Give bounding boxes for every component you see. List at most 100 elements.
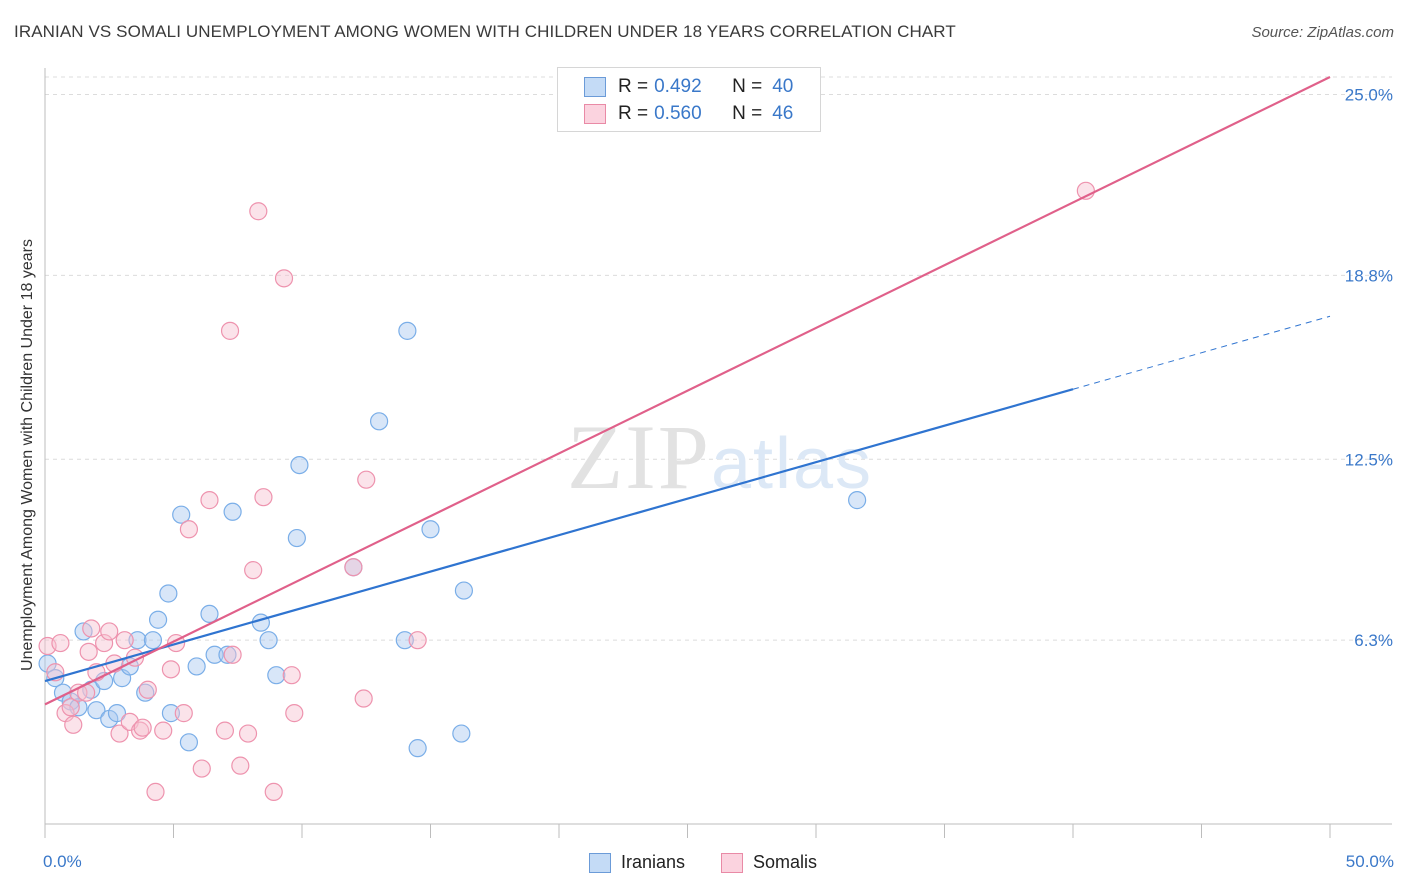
source-label: Source: ZipAtlas.com (1251, 24, 1394, 41)
point-iranians (143, 631, 163, 650)
point-iranians (421, 520, 440, 539)
point-iranians (107, 704, 127, 723)
point-iranians (223, 502, 242, 521)
point-iranians (454, 581, 474, 600)
point-somalis (231, 756, 250, 775)
x-tick-label-min: 0.0% (43, 852, 82, 871)
point-somalis (264, 782, 283, 802)
point-somalis (138, 680, 157, 699)
point-iranians (161, 704, 181, 723)
point-somalis (82, 619, 101, 638)
point-iranians (452, 724, 471, 743)
point-iranians (159, 584, 178, 603)
trend-line-iranians (44, 388, 1074, 683)
point-somalis (344, 558, 363, 577)
point-somalis (274, 269, 294, 288)
y-tick-label: 18.8% (1345, 266, 1393, 285)
series-legend-somalis[interactable]: Somalis (721, 852, 817, 873)
legend-swatch-somalis (584, 104, 606, 124)
point-iranians (259, 631, 278, 650)
point-somalis (51, 633, 70, 653)
legend-n-value: 40 (772, 76, 794, 97)
point-iranians (172, 505, 191, 524)
series-label-somalis: Somalis (753, 852, 818, 872)
y-tick-label: 6.3% (1354, 631, 1393, 650)
legend-r-label: R = (618, 103, 649, 124)
point-somalis (130, 721, 150, 740)
series-legend-iranians[interactable]: Iranians (588, 852, 685, 873)
point-somalis (95, 633, 114, 653)
point-somalis (254, 488, 273, 507)
point-iranians (395, 631, 414, 650)
point-somalis (79, 642, 98, 661)
legend: R = 0.492 N = 40 R = 0.560 N = 46 (557, 67, 821, 132)
legend-n-value: 46 (772, 103, 794, 124)
trend-extension-iranians (1072, 315, 1331, 390)
x-tick-label-max: 50.0% (1345, 852, 1394, 871)
point-somalis (357, 470, 376, 489)
legend-swatch-iranians (584, 77, 606, 97)
point-somalis (174, 704, 193, 723)
y-tick-label: 25.0% (1345, 86, 1393, 105)
legend-r-label: R = (618, 76, 649, 97)
point-iranians (179, 733, 199, 752)
point-somalis (220, 321, 240, 340)
axes (44, 68, 1392, 838)
point-iranians (218, 645, 237, 664)
series-swatch-somalis (721, 852, 743, 873)
point-somalis (408, 631, 427, 650)
point-somalis (215, 721, 234, 740)
point-somalis (354, 689, 373, 708)
point-iranians (398, 321, 417, 340)
point-somalis (133, 718, 152, 737)
point-iranians (408, 739, 427, 758)
legend-n-label: N = (732, 103, 763, 124)
point-iranians (205, 645, 224, 664)
point-somalis (61, 698, 80, 717)
trend-lines (44, 76, 1331, 706)
point-somalis (200, 491, 219, 510)
legend-row-iranians: R = 0.492 N = 40 (584, 75, 793, 99)
point-iranians (848, 491, 867, 510)
legend-n-label: N = (732, 76, 763, 97)
legend-row-somalis: R = 0.560 N = 46 (584, 102, 793, 126)
point-somalis (244, 561, 263, 580)
gridlines (45, 76, 1392, 641)
watermark: ZIPatlas (567, 406, 873, 508)
point-somalis (115, 631, 134, 650)
trend-line-somalis (44, 76, 1331, 706)
y-tick-labels: 6.3% 12.5% 18.8% 25.0% (1345, 86, 1393, 651)
point-somalis (154, 721, 173, 740)
legend-r-value: 0.492 (654, 76, 702, 97)
point-iranians (267, 666, 286, 685)
point-iranians (370, 412, 389, 431)
point-somalis (249, 202, 268, 221)
point-iranians (200, 604, 219, 624)
chart-title: IRANIAN VS SOMALI UNEMPLOYMENT AMONG WOM… (14, 22, 956, 41)
point-iranians (136, 683, 155, 702)
point-iranians (128, 631, 147, 650)
point-somalis (146, 782, 165, 802)
series-swatch-iranians (588, 852, 611, 873)
point-iranians (287, 528, 306, 548)
data-points (38, 181, 1095, 802)
point-iranians (187, 657, 206, 676)
point-somalis (161, 660, 181, 679)
point-iranians (87, 701, 106, 720)
point-iranians (148, 610, 168, 629)
point-somalis (64, 715, 83, 734)
series-label-iranians: Iranians (620, 852, 685, 872)
point-somalis (110, 724, 129, 743)
point-somalis (238, 724, 258, 743)
point-somalis (100, 622, 119, 641)
series-legend: Iranians Somalis (0, 852, 1406, 873)
point-somalis (192, 759, 211, 778)
y-tick-label: 12.5% (1345, 450, 1393, 469)
legend-r-value: 0.560 (654, 103, 702, 124)
point-somalis (282, 666, 301, 685)
point-somalis (223, 645, 242, 664)
point-iranians (251, 613, 270, 632)
point-iranians (290, 455, 309, 475)
point-somalis (285, 704, 304, 723)
